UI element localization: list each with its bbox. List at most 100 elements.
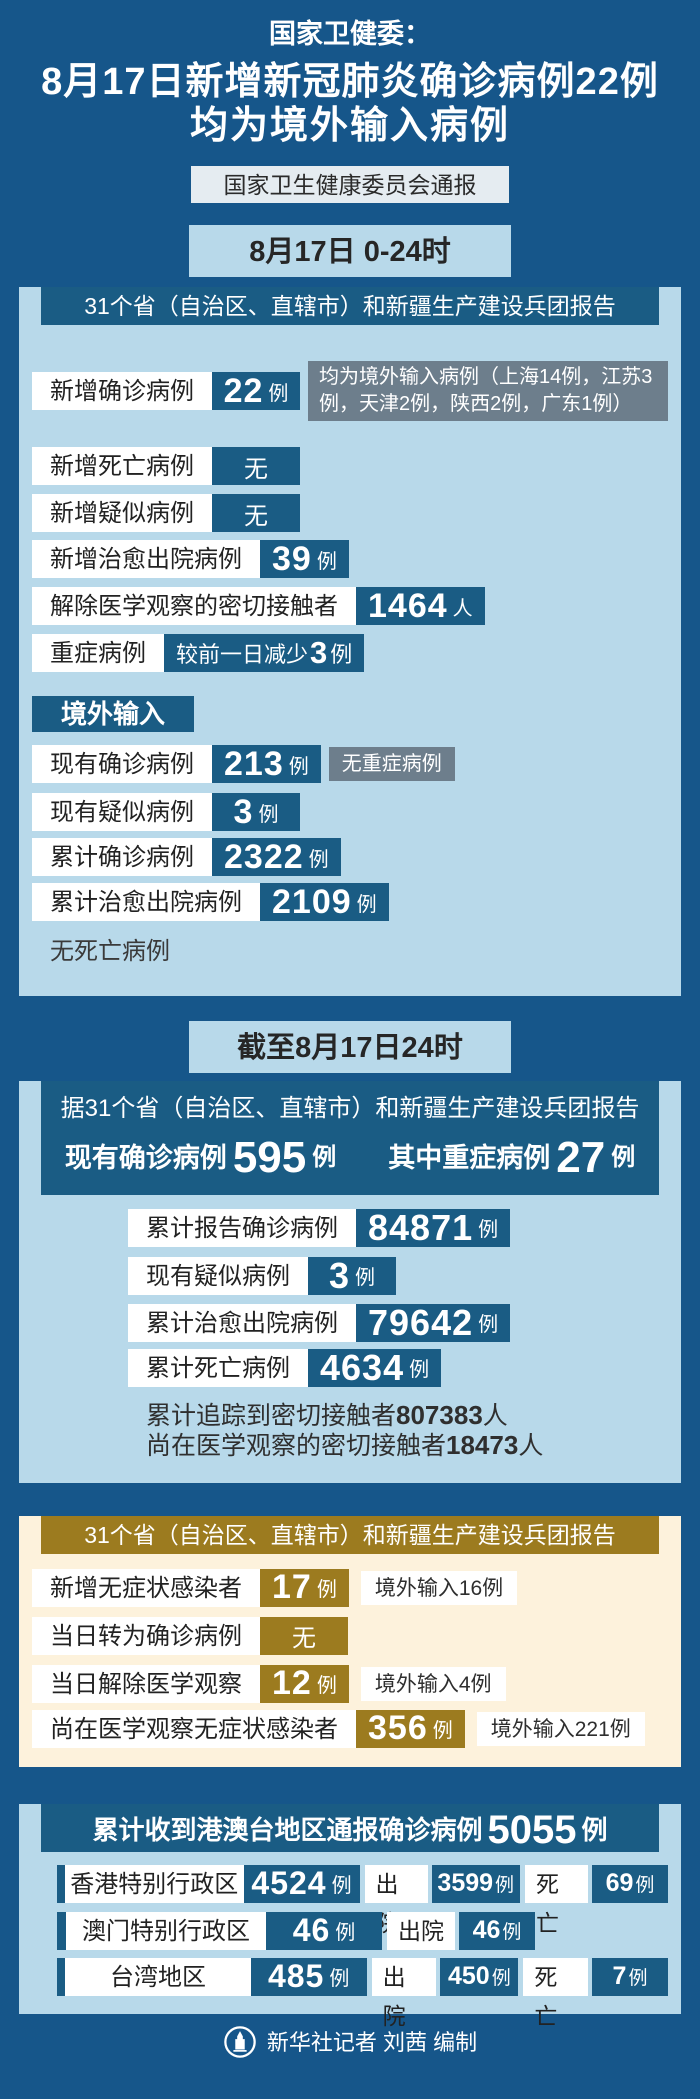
stat-value-box: 无	[212, 447, 300, 485]
stat-label: 累计死亡病例	[128, 1348, 308, 1387]
stat-unit: 例	[316, 1675, 337, 1698]
stat-number: 2322	[224, 837, 304, 876]
stat-row: 尚在医学观察无症状感染者 356 例 境外输入221例	[32, 1709, 668, 1748]
deaths-value-box: 69 例	[591, 1864, 668, 1903]
stat-number: 39	[272, 539, 312, 578]
stat-value-box: 17 例	[260, 1568, 349, 1607]
traced-contacts-text: 累计追踪到密切接触者	[146, 1401, 397, 1430]
severe-number: 27	[556, 1132, 606, 1182]
section2-panel: 据31个省（自治区、直辖市）和新疆生产建设兵团报告 现有确诊病例 595 例其中重症…	[19, 1081, 681, 1483]
stat-unit: 例	[478, 1219, 499, 1242]
credit-text: 新华社记者 刘茜 编制	[266, 2029, 478, 2055]
discharged-number: 450	[447, 1962, 490, 1991]
stat-label: 当日转为确诊病例	[32, 1616, 260, 1655]
stat-value-box: 22 例	[212, 372, 300, 410]
page-title-line1: 8月17日新增新冠肺炎确诊病例22例	[41, 61, 659, 103]
under-observation-note: 尚在医学观察的密切接触者18473人	[146, 1429, 668, 1461]
stat-row: 累计死亡病例 4634 例	[128, 1346, 668, 1388]
under-observation-unit: 人	[518, 1431, 544, 1460]
stat-value-box: 较前一日减少 3 例	[164, 634, 365, 672]
stat-value-box: 无	[212, 494, 300, 532]
section2-tab: 截至8月17日24时	[189, 1021, 511, 1073]
stat-unit: 例	[316, 550, 337, 573]
stat-value-box: 1464 人	[356, 587, 485, 625]
discharged-value-box: 450 例	[440, 1957, 519, 1996]
stat-value-box: 84871 例	[356, 1207, 511, 1248]
stat-note: 境外输入221例	[476, 1711, 645, 1746]
stat-label: 累计治愈出院病例	[32, 883, 260, 921]
stat-row: 当日转为确诊病例 无	[32, 1616, 668, 1655]
severe-unit: 例	[611, 1143, 636, 1171]
discharged-number: 3599	[437, 1869, 494, 1898]
section2-banner-line2: 现有确诊病例 595 例其中重症病例 27 例	[41, 1131, 659, 1183]
current-confirmed-label: 现有确诊病例	[64, 1142, 227, 1173]
footer: 新华社记者 刘茜 编制	[0, 2014, 700, 2071]
region-label: 香港特别行政区	[65, 1864, 244, 1903]
page-title-line2: 均为境外输入病例	[189, 105, 510, 147]
stat-number: 2109	[272, 882, 352, 921]
stat-row: 当日解除医学观察 12 例 境外输入4例	[32, 1664, 668, 1703]
region-cases-number: 485	[267, 1958, 325, 1995]
section2-banner: 据31个省（自治区、直辖市）和新疆生产建设兵团报告 现有确诊病例 595 例其中重症…	[41, 1081, 659, 1195]
hmt-banner-text: 累计收到港澳台地区通报确诊病例	[92, 1814, 483, 1845]
stat-number: 3	[233, 792, 254, 831]
section1-banner: 31个省（自治区、直辖市）和新疆生产建设兵团报告	[41, 287, 659, 325]
row-accent-bar	[57, 1911, 66, 1950]
stat-note: 境外输入4例	[360, 1666, 506, 1701]
stat-value-box: 2109 例	[260, 883, 389, 921]
stat-value-box: 4634 例	[308, 1346, 442, 1388]
stat-number: 213	[224, 744, 284, 783]
stat-number: 3	[310, 635, 329, 670]
stat-number: 356	[368, 1709, 428, 1748]
stat-number: 4634	[320, 1346, 405, 1388]
section4-banner: 累计收到港澳台地区通报确诊病例 5055 例	[41, 1803, 659, 1852]
stat-label: 尚在医学观察无症状感染者	[32, 1709, 356, 1748]
stat-note: 境外输入16例	[360, 1570, 518, 1605]
region-cases-unit: 例	[335, 1922, 356, 1945]
stat-row: 新增疑似病例 无	[32, 494, 668, 532]
stat-label: 重症病例	[32, 634, 164, 672]
region-cases-box: 4524 例	[243, 1864, 360, 1903]
stat-number: 17	[272, 1568, 312, 1607]
header: 国家卫健委： 8月17日新增新冠肺炎确诊病例22例 均为境外输入病例 国家卫生健…	[0, 0, 700, 203]
section1-panel: 31个省（自治区、直辖市）和新疆生产建设兵团报告 新增确诊病例 22 例 均为境外…	[19, 287, 681, 996]
region-label: 澳门特别行政区	[66, 1911, 266, 1950]
stat-row: 新增治愈出院病例 39 例	[32, 540, 668, 578]
contact-tracing-notes: 累计追踪到密切接触者807383人 尚在医学观察的密切接触者18473人	[32, 1400, 668, 1461]
stat-number: 79642	[368, 1301, 474, 1343]
stat-number: 无	[292, 1625, 316, 1653]
under-observation-number: 18473	[446, 1429, 519, 1460]
discharged-value-box: 3599 例	[431, 1864, 520, 1903]
stat-number: 12	[272, 1664, 312, 1703]
stat-unit: 例	[258, 803, 279, 826]
deaths-label: 死亡	[524, 1864, 588, 1936]
no-deaths-note: 无死亡病例	[50, 938, 170, 965]
stat-note: 均为境外输入病例（上海14例，江苏3例，天津2例，陕西2例，广东1例）	[308, 361, 668, 421]
stat-unit: 例	[288, 755, 309, 778]
region-row-macao: 澳门特别行政区 46 例 出院 46 例	[57, 1911, 668, 1950]
section1-tab: 8月17日 0-24时	[189, 225, 511, 277]
stat-note: 无重症病例	[328, 747, 455, 781]
stat-label: 新增疑似病例	[32, 494, 212, 532]
stat-unit: 例	[316, 1579, 337, 1602]
stat-row: 累计治愈出院病例 79642 例	[128, 1301, 668, 1343]
stat-unit: 例	[268, 382, 289, 405]
region-cases-box: 485 例	[250, 1957, 367, 1996]
section3-banner: 31个省（自治区、直辖市）和新疆生产建设兵团报告	[41, 1515, 659, 1554]
deaths-unit: 例	[628, 1968, 648, 1990]
header-kicker: 国家卫健委：	[269, 19, 431, 49]
stat-row: 累计确诊病例 2322 例	[32, 838, 668, 876]
under-observation-text: 尚在医学观察的密切接触者	[146, 1431, 447, 1460]
stat-unit: 例	[356, 893, 377, 916]
stat-unit: 人	[452, 597, 473, 620]
section3-panel: 31个省（自治区、直辖市）和新疆生产建设兵团报告 新增无症状感染者 17 例 境外…	[19, 1515, 681, 1767]
stat-number: 无	[244, 455, 268, 483]
stat-value-box: 2322 例	[212, 838, 341, 876]
row-accent-bar	[57, 1864, 66, 1903]
